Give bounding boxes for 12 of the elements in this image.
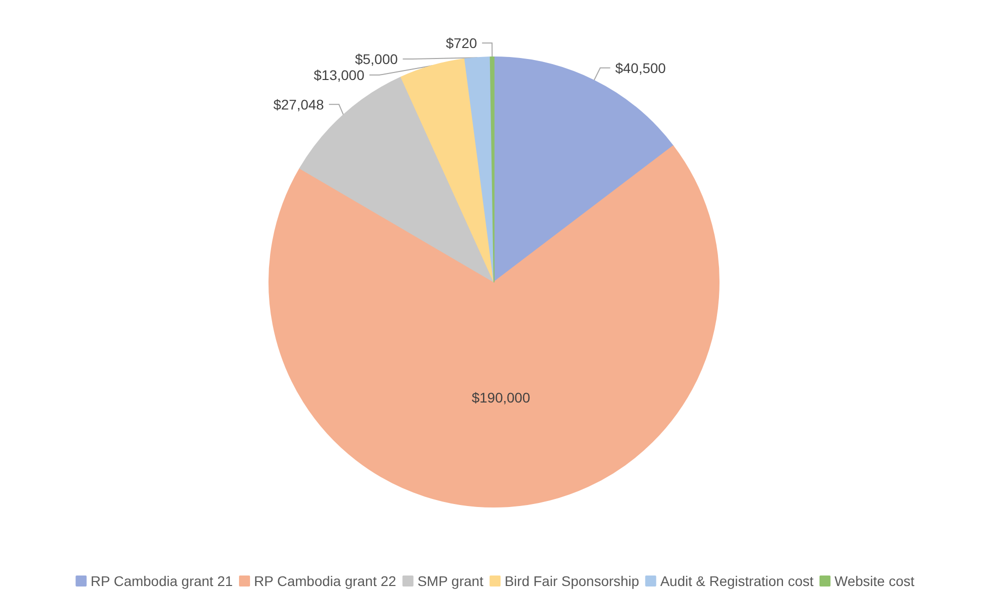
data-label: $720: [446, 35, 478, 52]
data-label: $13,000: [314, 67, 365, 84]
data-label: $5,000: [354, 51, 398, 68]
legend-label: RP Cambodia grant 21: [90, 573, 233, 589]
legend-label: RP Cambodia grant 22: [254, 573, 396, 589]
data-label: $190,000: [472, 389, 530, 406]
legend-label: Website cost: [834, 573, 914, 589]
data-label: $40,500: [615, 60, 666, 76]
legend-label: SMP grant: [417, 573, 484, 589]
legend-label: Bird Fair Sponsorship: [504, 573, 640, 589]
legend-label: Audit & Registration cost: [660, 573, 814, 589]
data-label: $27,048: [273, 96, 324, 112]
